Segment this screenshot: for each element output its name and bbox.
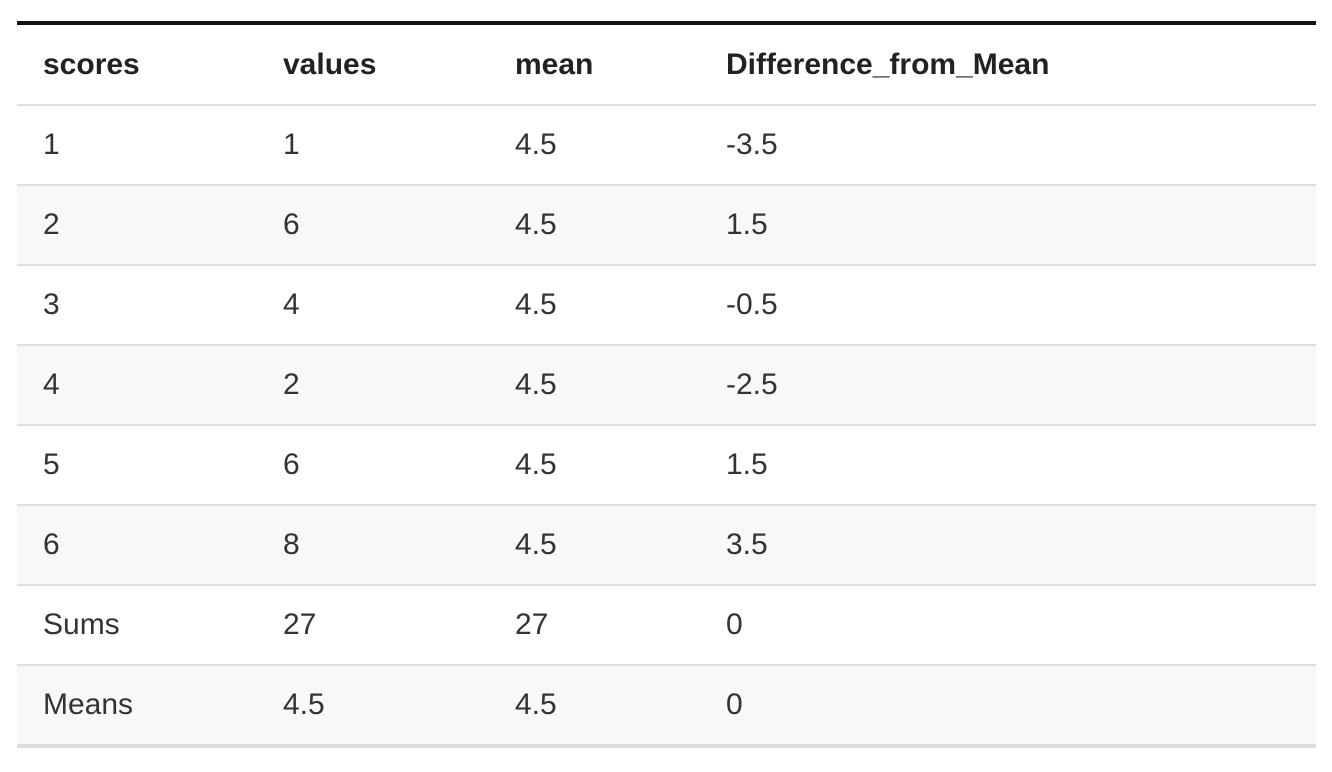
cell-scores: 5: [17, 424, 257, 505]
cell-difference: 0: [700, 584, 1316, 665]
table-row-sums: Sums 27 27 0: [17, 584, 1316, 665]
cell-scores: 6: [17, 504, 257, 585]
cell-difference: -2.5: [700, 344, 1316, 425]
cell-difference: 0: [700, 664, 1316, 746]
table-row: 5 6 4.5 1.5: [17, 424, 1316, 505]
table-row: 6 8 4.5 3.5: [17, 504, 1316, 585]
header-row: scores values mean Difference_from_Mean: [17, 23, 1316, 106]
table-header: scores values mean Difference_from_Mean: [17, 23, 1316, 106]
data-table: scores values mean Difference_from_Mean …: [17, 21, 1316, 748]
table-row: 4 2 4.5 -2.5: [17, 344, 1316, 425]
cell-mean: 27: [489, 584, 700, 665]
table-container: scores values mean Difference_from_Mean …: [17, 21, 1316, 748]
cell-values: 6: [257, 184, 489, 265]
column-header-mean: mean: [489, 23, 700, 106]
column-header-difference-from-mean: Difference_from_Mean: [700, 23, 1316, 106]
cell-difference: -0.5: [700, 264, 1316, 345]
cell-scores: 3: [17, 264, 257, 345]
cell-mean: 4.5: [489, 344, 700, 425]
cell-difference: -3.5: [726, 128, 778, 161]
cell-values: 27: [257, 584, 489, 665]
cell-mean: 4.5: [489, 264, 700, 345]
cell-difference: 3.5: [700, 504, 1316, 585]
cell-values: 6: [257, 424, 489, 505]
cell-values: 8: [257, 504, 489, 585]
table-body: 1 1 4.5 -3.5 2 6 4.5 1.5 3 4 4.5 -0.5 4 …: [17, 105, 1316, 746]
cell-mean: 4.5: [489, 664, 700, 746]
cell-mean: 4.5: [489, 424, 700, 505]
table-row: 2 6 4.5 1.5: [17, 184, 1316, 265]
cell-values: 4.5: [257, 664, 489, 746]
cell-scores: 4: [17, 344, 257, 425]
cell-values: 4: [257, 264, 489, 345]
cell-scores: 2: [17, 184, 257, 265]
cell-difference: 1.5: [700, 184, 1316, 265]
cell-scores: 1: [43, 128, 60, 161]
cell-scores: Means: [17, 664, 257, 746]
table-row: 3 4 4.5 -0.5: [17, 264, 1316, 345]
column-header-scores: scores: [17, 23, 257, 106]
table-row-means: Means 4.5 4.5 0: [17, 664, 1316, 746]
column-header-values: values: [257, 23, 489, 106]
cell-mean: 4.5: [489, 504, 700, 585]
table-row: 1 1 4.5 -3.5: [17, 105, 1316, 185]
cell-difference: 1.5: [700, 424, 1316, 505]
cell-mean: 4.5: [489, 184, 700, 265]
cell-values: 2: [257, 344, 489, 425]
cell-scores: Sums: [17, 584, 257, 665]
cell-values: 1: [283, 128, 300, 161]
cell-mean: 4.5: [515, 128, 557, 161]
